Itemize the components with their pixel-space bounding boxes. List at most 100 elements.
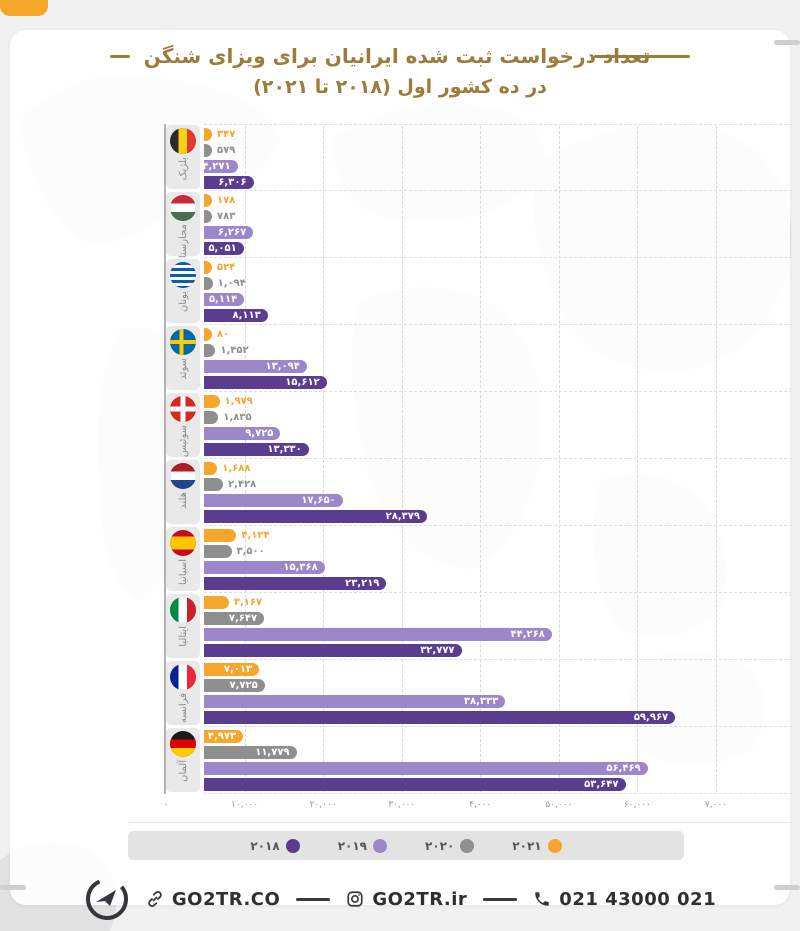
footer-separator xyxy=(483,897,518,901)
country-bars: ۱,۹۷۹ ۱,۸۳۵ ۹,۷۲۵ ۱۳,۳۳۰ xyxy=(204,392,792,459)
legend-item-۲۰۲۱: ۲۰۲۱ xyxy=(512,838,562,853)
bar-value-label: ۳,۱۶۷ xyxy=(233,597,263,608)
gridline xyxy=(637,126,639,792)
bar-value-label: ۲,۴۲۸ xyxy=(228,479,257,490)
bar-italy-۲۰۱۹: ۴۴,۲۶۸ xyxy=(204,628,552,641)
greece-flag-icon xyxy=(170,262,196,288)
bar-value-label: ۱۵,۶۱۲ xyxy=(285,377,320,388)
bar-france-۲۰۲۱: ۷,۰۱۳ xyxy=(204,663,260,676)
x-tick-label: ۱۰,۰۰۰ xyxy=(231,800,259,810)
legend-label: ۲۰۱۹ xyxy=(337,838,367,853)
x-axis: ۰ ۱۰,۰۰۰ ۲۰,۰۰۰ ۳۰,۰۰۰ ۴,۰۰۰ ۵۰,۰۰۰ ۶۰,۰۰۰ ۷,۰۰… xyxy=(128,798,792,818)
sweden-flag-icon xyxy=(170,329,196,355)
go2tr-logo-icon xyxy=(84,876,130,922)
germany-flag-icon xyxy=(170,731,196,757)
bar-italy-۲۰۲۰: ۷,۶۴۷ xyxy=(204,612,265,625)
france-flag-icon xyxy=(170,664,196,690)
bar-value-label: ۱۱,۷۷۹ xyxy=(255,747,290,758)
gridline xyxy=(716,126,717,792)
bar-belgium-۲۰۱۸: ۶,۳۰۶ xyxy=(204,176,254,189)
bar-netherlands-۲۰۲۱: ۱,۶۸۸ xyxy=(204,462,250,475)
country-row-greece: یونان ۵۲۴ ۱,۰۹۴ ۵,۱۱۴ ۸,۱۱۳ xyxy=(166,258,792,325)
country-bars: ۳۴۷ ۵۷۹ ۴,۲۷۱ ۶,۳۰۶ xyxy=(202,124,792,191)
bar-spain-۲۰۱۹: ۱۵,۳۶۸ xyxy=(204,561,325,574)
edge-dash-bottom-right xyxy=(774,885,800,890)
gridline xyxy=(244,126,246,792)
bar-value-label: ۷,۶۴۷ xyxy=(228,613,258,624)
country-row-netherlands: هلند ۱,۶۸۸ ۲,۴۲۸ ۱۷,۶۵۰ ۲۸,۳۷۹ xyxy=(166,459,792,526)
bar-hungary-۲۰۱۹: ۶,۲۶۷ xyxy=(204,226,254,239)
bar-switzerland-۲۰۱۸: ۱۳,۳۳۰ xyxy=(204,443,309,456)
bar-sweden-۲۰۲۰: ۱,۴۵۲ xyxy=(204,344,249,357)
bar-value-label: ۴,۲۷۱ xyxy=(202,161,231,172)
bar-netherlands-۲۰۲۰: ۲,۴۲۸ xyxy=(204,478,256,491)
bar-value-label: ۱۷۸ xyxy=(217,195,236,206)
bar-netherlands-۲۰۱۸: ۲۸,۳۷۹ xyxy=(204,510,427,523)
country-label-strip: هلند xyxy=(166,460,200,524)
x-tick-label: ۶۰,۰۰۰ xyxy=(623,800,651,810)
bar-greece-۲۰۲۱: ۵۲۴ xyxy=(204,261,235,274)
country-bars: ۱۷۸ ۷۸۳ ۶,۲۶۷ ۵,۰۵۱ xyxy=(204,191,792,258)
legend-label: ۲۰۲۱ xyxy=(512,838,542,853)
bar-switzerland-۲۰۱۹: ۹,۷۲۵ xyxy=(204,427,281,440)
hungary-flag-icon xyxy=(170,195,196,221)
x-tick-label: ۷,۰۰۰ xyxy=(704,800,728,810)
country-label-strip: سوئد xyxy=(166,326,200,390)
bar-value-label: ۵۳,۶۴۷ xyxy=(584,779,619,790)
country-row-hungary: مجارستان ۱۷۸ ۷۸۳ ۶,۲۶۷ ۵,۰۵۱ xyxy=(166,191,792,265)
bar-value-label: ۳۴۷ xyxy=(217,129,236,140)
bar-hungary-۲۰۲۰: ۷۸۳ xyxy=(204,210,235,223)
bar-france-۲۰۱۸: ۵۹,۹۶۷ xyxy=(204,711,676,724)
bar-italy-۲۰۱۸: ۳۲,۷۷۷ xyxy=(204,644,462,657)
gridline xyxy=(558,126,560,792)
legend-label: ۲۰۱۸ xyxy=(250,838,280,853)
country-bars: ۴,۱۲۴ ۳,۵۰۰ ۱۵,۳۶۸ ۲۳,۲۱۹ xyxy=(204,526,792,593)
bar-value-label: ۱,۰۹۴ xyxy=(217,278,246,289)
belgium-flag-icon xyxy=(170,128,196,154)
legend-dot-icon xyxy=(547,838,562,853)
bar-value-label: ۶,۳۰۶ xyxy=(218,177,247,188)
bar-france-۲۰۲۰: ۷,۷۲۵ xyxy=(204,679,265,692)
legend-dot-icon xyxy=(373,838,387,853)
country-row-germany: آلمان ۴,۹۷۳ ۱۱,۷۷۹ ۵۶,۴۶۹ ۵۳,۶۴۷ xyxy=(166,727,792,794)
bar-germany-۲۰۲۱: ۴,۹۷۳ xyxy=(204,730,244,743)
country-row-spain: اسپانیا ۴,۱۲۴ ۳,۵۰۰ ۱۵,۳۶۸ ۲۳,۲۱۹ xyxy=(166,526,792,593)
instagram-text: GO2TR.ir xyxy=(372,888,468,910)
bar-value-label: ۱۳,۳۳۰ xyxy=(267,444,302,455)
bar-hungary-۲۰۲۱: ۱۷۸ xyxy=(204,194,235,207)
bar-value-label: ۵۹,۹۶۷ xyxy=(633,712,669,723)
legend-dot-icon xyxy=(285,838,300,853)
bar-value-label: ۲۸,۳۷۹ xyxy=(385,511,420,522)
netherlands-flag-icon xyxy=(170,463,196,489)
country-row-sweden: سوئد ۸۰ ۱,۴۵۲ ۱۳,۰۹۴ ۱۵,۶۱۲ xyxy=(166,325,792,392)
instagram-item[interactable]: GO2TR.ir xyxy=(346,889,467,910)
bar-value-label: ۷,۷۲۵ xyxy=(229,680,258,691)
chart-subtitle: در ده کشور اول (۲۰۱۸ تا ۲۰۲۱) xyxy=(253,76,547,98)
footer: GO2TR.CO GO2TR.ir 021 43000 021 xyxy=(10,876,790,922)
country-bars: ۳,۱۶۷ ۷,۶۴۷ ۴۴,۲۶۸ ۳۲,۷۷۷ xyxy=(204,593,792,660)
bar-value-label: ۵۷۹ xyxy=(217,145,236,156)
country-name: سوئیس xyxy=(177,425,189,458)
country-name: ایتالیا xyxy=(177,626,189,647)
bar-value-label: ۱۵,۳۶۸ xyxy=(283,562,318,573)
bar-switzerland-۲۰۲۰: ۱,۸۳۵ xyxy=(204,411,252,424)
legend-item-۲۰۱۸: ۲۰۱۸ xyxy=(250,838,300,853)
bar-greece-۲۰۱۸: ۸,۱۱۳ xyxy=(204,309,268,322)
country-name: بلژیک xyxy=(177,157,189,181)
x-tick-label: ۲۰,۰۰۰ xyxy=(309,800,337,810)
bar-germany-۲۰۲۰: ۱۱,۷۷۹ xyxy=(204,746,297,759)
axis-separator xyxy=(128,822,792,823)
bar-value-label: ۳,۵۰۰ xyxy=(236,546,265,557)
country-name: فرانسه xyxy=(177,693,189,724)
y-axis-line xyxy=(164,124,166,794)
link-icon xyxy=(146,890,164,908)
legend-dot-icon xyxy=(460,838,475,853)
country-label-strip: اسپانیا xyxy=(166,527,200,591)
website-item[interactable]: GO2TR.CO xyxy=(146,889,280,910)
phone-item[interactable]: 021 43000 021 xyxy=(533,889,716,910)
plot-area: بلژیک ۳۴۷ ۵۷۹ ۴,۲۷۱ ۶,۳۰۶ مجارستان ۱۷۸ ۷۸۳ ۶,۲۶۷… xyxy=(128,124,792,794)
bar-value-label: ۵۲۴ xyxy=(217,262,236,273)
bar-value-label: ۲۳,۲۱۹ xyxy=(345,578,380,589)
italy-flag-icon xyxy=(170,597,196,623)
bar-value-label: ۸,۱۱۳ xyxy=(232,310,261,321)
